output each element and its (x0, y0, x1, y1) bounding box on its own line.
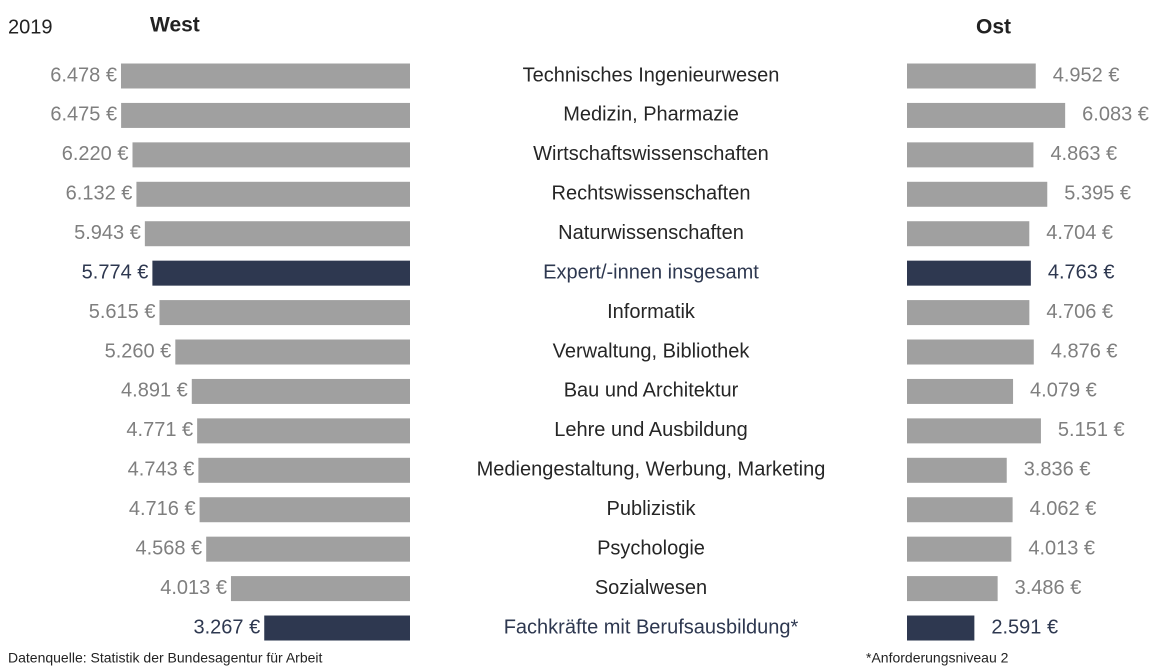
bar-west (121, 102, 410, 128)
value-label-ost: 4.876 € (1051, 340, 1118, 362)
bar-west (175, 339, 410, 365)
bar-ost (907, 181, 1048, 207)
year-label: 2019 (8, 16, 53, 38)
value-label-west: 3.267 € (194, 616, 261, 638)
bar-west (132, 142, 410, 168)
value-label-west: 5.260 € (105, 340, 172, 362)
bar-west (120, 63, 410, 89)
value-label-ost: 5.151 € (1058, 419, 1125, 441)
bar-ost (907, 497, 1013, 523)
value-label-west: 4.743 € (128, 459, 195, 481)
bar-ost (907, 536, 1012, 562)
bar-west (197, 418, 410, 444)
category-label: Fachkräfte mit Berufsausbildung* (504, 616, 799, 638)
bar-ost (907, 63, 1036, 89)
value-label-ost: 2.591 € (991, 616, 1058, 638)
source: Datenquelle: Statistik der Bundesagentur… (8, 650, 323, 666)
value-label-west: 4.771 € (126, 419, 193, 441)
category-label: Publizistik (607, 498, 697, 520)
bar-ost (907, 300, 1030, 326)
bar-west (159, 300, 410, 326)
bar-ost (907, 102, 1066, 128)
value-label-west: 4.013 € (160, 577, 227, 599)
category-label: Mediengestaltung, Werbung, Marketing (477, 459, 826, 481)
bar-ost (907, 378, 1014, 404)
category-label: Medizin, Pharmazie (563, 104, 739, 126)
value-label-west: 4.716 € (129, 498, 196, 520)
category-label: Informatik (607, 301, 696, 323)
bar-west (199, 497, 410, 523)
category-label: Verwaltung, Bibliothek (553, 340, 751, 362)
bar-west (198, 457, 410, 483)
value-label-ost: 4.863 € (1050, 143, 1117, 165)
bar-west (144, 221, 410, 247)
note: *Anforderungsniveau 2 (866, 650, 1009, 666)
bar-west (264, 615, 410, 641)
category-label: Naturwissenschaften (558, 222, 744, 244)
value-label-ost: 5.395 € (1064, 183, 1131, 205)
category-label: Rechtswissenschaften (552, 183, 751, 205)
value-label-west: 6.478 € (50, 64, 117, 86)
value-label-ost: 4.952 € (1053, 64, 1120, 86)
bar-west (191, 378, 410, 404)
category-label: Lehre und Ausbildung (554, 419, 748, 441)
value-label-ost: 4.706 € (1046, 301, 1113, 323)
bar-ost (907, 615, 975, 641)
value-label-west: 6.475 € (50, 104, 117, 126)
value-label-ost: 4.704 € (1046, 222, 1113, 244)
bar-ost (907, 418, 1041, 444)
bar-ost (907, 142, 1034, 168)
bar-west (152, 260, 411, 286)
category-label: Technisches Ingenieurwesen (523, 64, 780, 86)
value-label-west: 5.615 € (89, 301, 156, 323)
value-label-west: 4.568 € (135, 537, 202, 559)
bar-ost (907, 339, 1034, 365)
ost-heading: Ost (976, 16, 1011, 39)
value-label-ost: 3.836 € (1024, 459, 1091, 481)
value-label-ost: 6.083 € (1082, 104, 1149, 126)
category-label: Sozialwesen (595, 577, 707, 599)
bar-west (136, 181, 410, 207)
value-label-west: 6.132 € (66, 183, 133, 205)
bar-west (206, 536, 410, 562)
west-heading: West (150, 14, 200, 37)
value-label-ost: 4.763 € (1048, 261, 1115, 283)
bar-ost (907, 457, 1007, 483)
bar-ost (907, 576, 998, 602)
bar-ost (907, 221, 1030, 247)
value-label-ost: 4.013 € (1028, 537, 1095, 559)
value-label-ost: 4.079 € (1030, 380, 1097, 402)
bar-ost (907, 260, 1031, 286)
bar-west (230, 576, 410, 602)
value-label-west: 4.891 € (121, 380, 188, 402)
value-label-ost: 4.062 € (1030, 498, 1097, 520)
category-label: Bau und Architektur (564, 380, 739, 402)
category-label: Expert/-innen insgesamt (543, 261, 759, 283)
category-label: Psychologie (597, 537, 705, 559)
value-label-ost: 3.486 € (1015, 577, 1082, 599)
value-label-west: 5.774 € (82, 261, 149, 283)
category-label: Wirtschaftswissenschaften (533, 143, 769, 165)
value-label-west: 6.220 € (62, 143, 129, 165)
value-label-west: 5.943 € (74, 222, 141, 244)
